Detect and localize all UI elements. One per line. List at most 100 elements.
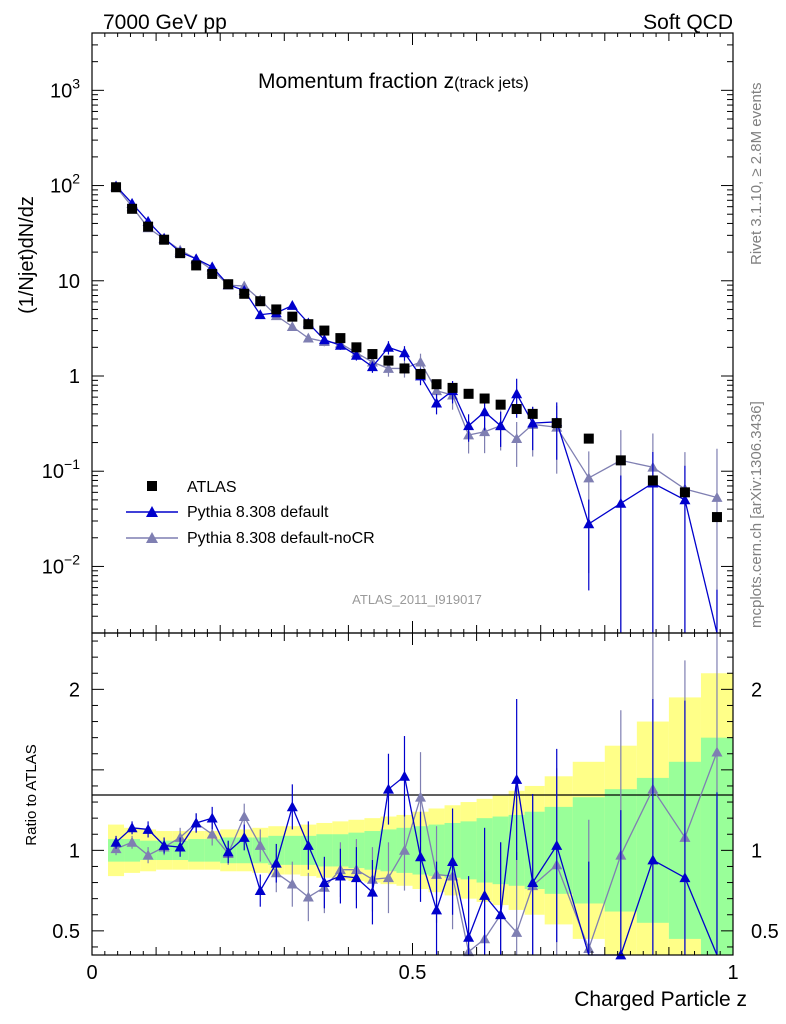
data-point <box>583 433 594 444</box>
y-tick-label: 1 <box>69 366 80 388</box>
y-tick-base: 10 <box>50 176 72 198</box>
inner-band-segment <box>316 834 333 867</box>
y-tick-base: 10 <box>42 556 64 578</box>
category-label: Soft QCD <box>643 11 733 34</box>
data-point <box>711 512 722 523</box>
y-tick-label: 10 <box>58 271 80 293</box>
series-line <box>115 185 718 634</box>
data-point <box>495 399 506 410</box>
inner-band-segment <box>460 821 477 880</box>
data-point <box>207 268 218 279</box>
data-point <box>527 408 538 419</box>
ratio-data-marks <box>110 633 723 960</box>
series-line <box>115 775 718 956</box>
rivet-version-label: Rivet 3.1.10, ≥ 2.8M events <box>748 83 765 266</box>
inner-band-segment <box>524 811 545 889</box>
data-point <box>615 455 626 466</box>
data-point <box>711 746 723 757</box>
y-tick-exponent: −2 <box>64 551 80 567</box>
inner-band-segment <box>204 839 221 862</box>
data-point <box>255 296 266 307</box>
main-data-marks <box>110 180 723 634</box>
legend-default-label: Pythia 8.308 default <box>187 504 329 521</box>
ratio-series-default <box>110 699 718 960</box>
data-point <box>447 382 458 393</box>
data-point <box>679 487 690 498</box>
ratio-y-tick-label-right: 2 <box>751 679 762 701</box>
data-point <box>551 418 562 429</box>
data-point <box>287 311 298 322</box>
legend: ATLAS Pythia 8.308 default Pythia 8.308 … <box>126 479 375 547</box>
data-point <box>431 379 442 390</box>
plot-title: Momentum fraction z(track jets) <box>258 70 529 93</box>
data-point <box>191 260 202 271</box>
plot-title-subscript: (track jets) <box>454 75 529 92</box>
energy-label: 7000 GeV pp <box>103 11 227 34</box>
analysis-reference-label: ATLAS_2011_I919017 <box>352 592 482 607</box>
series-atlas <box>111 182 722 523</box>
data-point <box>415 368 426 379</box>
data-point <box>511 774 523 784</box>
data-point <box>399 363 410 374</box>
data-point <box>511 404 522 415</box>
data-point <box>479 393 490 404</box>
ratio-y-tick-label-left: 1 <box>69 840 80 862</box>
x-axis-label: Charged Particle z <box>574 988 747 1011</box>
ratio-plot-frame <box>91 632 734 956</box>
x-tick-label: 0 <box>86 962 97 984</box>
series-default <box>110 180 718 634</box>
data-point <box>383 355 394 366</box>
ratio-tick-labels: 0.5 0.5 1 1 2 2 0 0.5 1 <box>52 679 779 984</box>
y-tick-base: 10 <box>50 80 72 102</box>
y-tick-label: 102 <box>50 171 80 198</box>
y-tick-label: 103 <box>50 75 80 102</box>
ratio-plot: 0.5 0.5 1 1 2 2 0 0.5 1 Ratio to ATLAS Charged P… <box>23 632 779 1011</box>
ratio-y-tick-label-right: 0.5 <box>751 921 779 943</box>
data-point <box>351 342 362 353</box>
data-point <box>647 475 658 486</box>
data-point <box>127 203 138 214</box>
ratio-axis-ticks <box>91 633 734 955</box>
legend-nocr-marker <box>146 532 158 543</box>
plot-title-main: Momentum fraction <box>258 70 444 93</box>
series-nocr <box>110 181 723 633</box>
ratio-y-tick-label-left: 0.5 <box>52 921 80 943</box>
data-point <box>415 791 427 802</box>
main-y-axis-label: (1/Njet)dN/dz <box>16 196 38 314</box>
main-axis-ticks <box>91 32 734 634</box>
data-point <box>319 325 330 336</box>
y-tick-base: 1 <box>69 366 80 388</box>
y-tick-exponent: 3 <box>72 75 80 91</box>
ratio-y-axis-label: Ratio to ATLAS <box>23 744 40 845</box>
x-tick-label: 0.5 <box>399 962 427 984</box>
data-point <box>111 182 122 193</box>
data-point <box>367 349 378 360</box>
series-line <box>115 186 718 499</box>
y-tick-exponent: 2 <box>72 171 80 187</box>
legend-entry-atlas: ATLAS <box>147 479 237 496</box>
source-label: mcplots.cern.ch [arXiv:1306.3436] <box>748 401 765 628</box>
legend-atlas-label: ATLAS <box>187 479 237 496</box>
data-point <box>303 319 314 330</box>
plot-title-variable: z <box>444 70 455 93</box>
legend-atlas-marker <box>147 481 157 491</box>
x-tick-label: 1 <box>727 962 738 984</box>
ratio-y-tick-label-left: 2 <box>69 679 80 701</box>
data-point <box>271 304 282 315</box>
inner-band-segment <box>284 835 301 865</box>
data-point <box>239 288 250 299</box>
inner-band-segment <box>188 839 205 862</box>
y-tick-base: 10 <box>42 461 64 483</box>
legend-nocr-label: Pythia 8.308 default-noCR <box>187 530 375 547</box>
ratio-y-tick-label-right: 1 <box>751 840 762 862</box>
legend-entry-default: Pythia 8.308 default <box>126 504 329 521</box>
data-point <box>175 248 186 259</box>
y-tick-label: 10−1 <box>42 456 80 483</box>
y-tick-label: 10−2 <box>42 551 80 578</box>
legend-default-marker <box>146 506 158 517</box>
y-tick-exponent: −1 <box>64 456 80 472</box>
data-point <box>463 388 474 399</box>
